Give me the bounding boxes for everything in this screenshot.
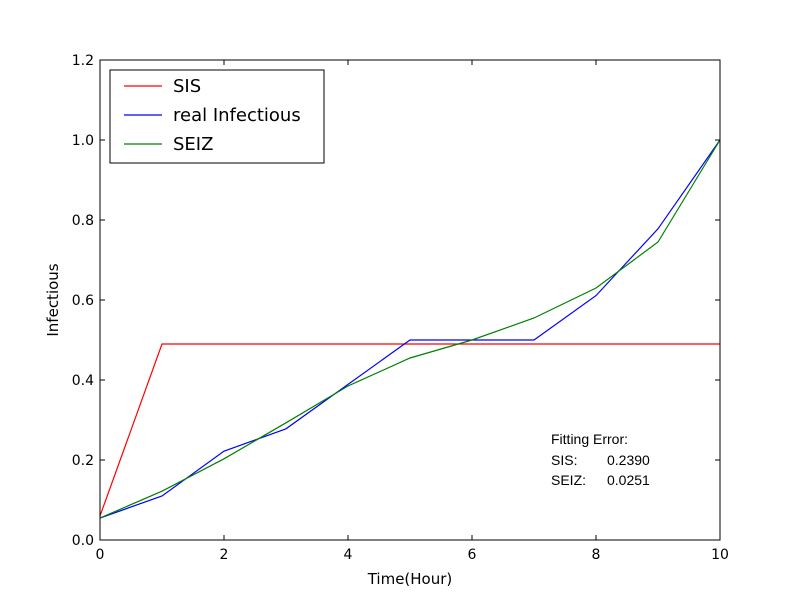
y-tick-label: 0.0 <box>72 533 94 549</box>
x-tick-label: 10 <box>711 547 729 563</box>
x-tick-label: 6 <box>468 547 477 563</box>
annotation-seiz-label: SEIZ: <box>551 472 586 488</box>
annotation-title: Fitting Error: <box>551 431 628 447</box>
x-tick-label: 2 <box>220 547 229 563</box>
y-tick-label: 0.6 <box>72 293 94 309</box>
y-tick-label: 0.4 <box>72 373 94 389</box>
y-tick-label: 1.2 <box>72 53 94 69</box>
x-axis-label: Time(Hour) <box>367 570 453 588</box>
series-line-sis <box>99 343 720 517</box>
series-line-seiz <box>99 139 721 519</box>
legend-label-real-infectious: real Infectious <box>173 105 301 126</box>
x-tick-label: 8 <box>592 547 601 563</box>
annotation-sis-value: 0.2390 <box>607 452 650 468</box>
legend: SIS real Infectious SEIZ <box>109 69 325 164</box>
x-tick-label: 0 <box>96 547 105 563</box>
annotation-sis-label: SIS: <box>551 452 577 468</box>
legend-label-seiz: SEIZ <box>173 134 213 155</box>
x-axis-ticks: 0 2 4 6 8 10 <box>96 60 729 563</box>
series-lines <box>99 139 721 519</box>
y-tick-label: 0.2 <box>72 453 94 469</box>
x-tick-label: 4 <box>344 547 353 563</box>
fitting-error-annotation: Fitting Error: SIS: 0.2390 SEIZ: 0.0251 <box>551 431 650 488</box>
y-tick-label: 0.8 <box>72 213 94 229</box>
y-axis-label: Infectious <box>44 263 62 336</box>
y-tick-label: 1.0 <box>72 133 94 149</box>
legend-label-sis: SIS <box>173 76 201 97</box>
annotation-seiz-value: 0.0251 <box>607 472 650 488</box>
y-axis-ticks: 0.0 0.2 0.4 0.6 0.8 1.0 1.2 <box>72 53 720 549</box>
